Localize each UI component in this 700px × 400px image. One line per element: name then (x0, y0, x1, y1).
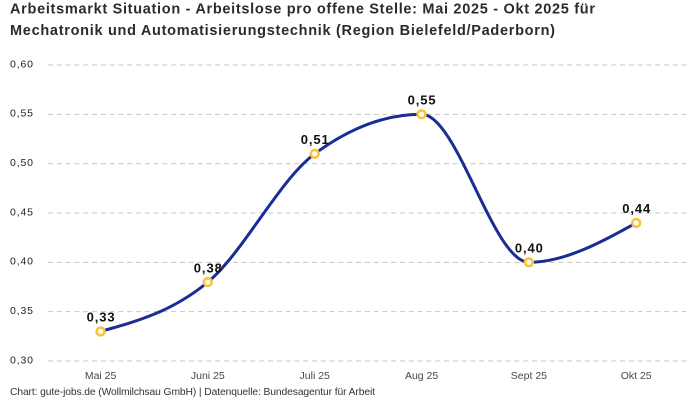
svg-text:Sept 25: Sept 25 (511, 370, 547, 382)
svg-text:0,45: 0,45 (10, 206, 33, 218)
svg-text:0,40: 0,40 (515, 241, 543, 256)
svg-text:0,51: 0,51 (301, 132, 329, 147)
svg-text:0,55: 0,55 (408, 93, 436, 108)
svg-text:Mechatronik und Automatisierun: Mechatronik und Automatisierungstechnik … (10, 23, 555, 39)
svg-text:0,44: 0,44 (622, 201, 651, 216)
svg-text:Okt 25: Okt 25 (621, 370, 652, 382)
svg-text:Chart: gute-jobs.de (Wollmilch: Chart: gute-jobs.de (Wollmilchsau GmbH) … (10, 387, 375, 398)
svg-text:Mai 25: Mai 25 (85, 370, 117, 382)
svg-text:0,33: 0,33 (87, 310, 115, 325)
svg-text:Aug 25: Aug 25 (405, 370, 438, 382)
svg-text:0,50: 0,50 (10, 157, 33, 169)
svg-text:0,30: 0,30 (10, 354, 33, 366)
svg-text:0,60: 0,60 (10, 58, 33, 70)
svg-text:Juli 25: Juli 25 (300, 370, 331, 382)
svg-text:Arbeitsmarkt Situation - Arbei: Arbeitsmarkt Situation - Arbeitslose pro… (10, 2, 595, 18)
svg-text:0,55: 0,55 (10, 108, 33, 120)
svg-text:0,38: 0,38 (194, 260, 222, 275)
svg-text:0,35: 0,35 (10, 305, 33, 317)
svg-text:0,40: 0,40 (10, 256, 33, 268)
svg-text:Juni 25: Juni 25 (191, 370, 225, 382)
